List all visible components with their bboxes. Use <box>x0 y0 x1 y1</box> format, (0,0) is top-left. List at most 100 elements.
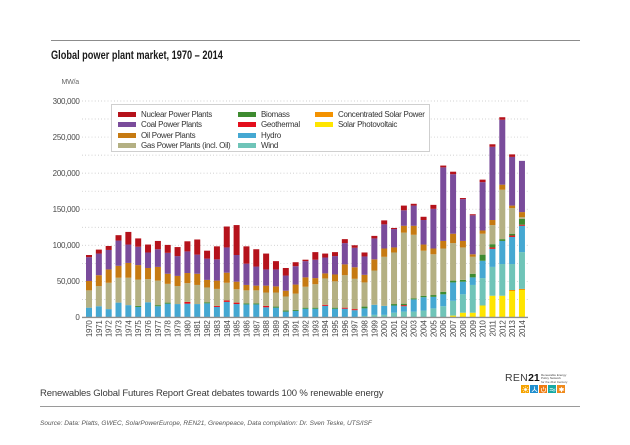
x-tick-label: 2014 <box>518 320 527 337</box>
bar-segment-oil <box>322 273 329 279</box>
bar-segment-biomass <box>253 303 260 305</box>
bar-segment-hydro <box>410 299 417 312</box>
bar-segment-nuclear <box>184 241 191 252</box>
bar-segment-biomass <box>282 310 289 312</box>
bar-segment-gas <box>499 189 506 240</box>
y-tick-label: 300,000 <box>53 97 81 106</box>
bar-segment-gas <box>341 275 348 308</box>
legend-swatch-geothermal <box>238 122 256 127</box>
bar-segment-wind <box>509 264 516 290</box>
x-tick-label: 2010 <box>479 320 488 337</box>
bar-segment-coal <box>135 246 142 266</box>
bar-segment-geothermal <box>213 305 220 307</box>
bar-segment-coal <box>479 182 486 231</box>
sun-icon <box>521 385 529 393</box>
legend-label: Coal Power Plants <box>141 120 202 129</box>
bar-segment-geothermal <box>509 235 516 237</box>
bar-segment-wind <box>518 252 525 289</box>
bar-segment-hydro <box>469 277 476 285</box>
bar-segment-nuclear <box>204 250 211 259</box>
bar-segment-oil <box>213 280 220 289</box>
bar-segment-oil <box>361 274 368 283</box>
bar-segment-coal <box>518 160 525 213</box>
bar-segment-coal <box>115 240 122 266</box>
bar-segment-nuclear <box>489 144 496 147</box>
bar-segment-gas <box>459 247 466 280</box>
bar-segment-coal <box>391 229 398 248</box>
bar-segment-gas <box>322 278 329 305</box>
bar-segment-hydro <box>223 301 230 318</box>
bar-segment-nuclear <box>450 171 457 175</box>
bar-segment-coal <box>95 253 102 276</box>
bar-segment-oil <box>430 248 437 255</box>
x-tick-label: 2001 <box>390 320 399 337</box>
bar-segment-gas <box>164 283 171 303</box>
bar-segment-coal <box>233 255 240 282</box>
bar-segment-gas <box>410 234 417 299</box>
logo-tagline-line: Renewable Energy <box>541 373 567 377</box>
y-tick-label: 50,000 <box>57 277 81 286</box>
legend-item-geothermal: Geothermal <box>238 120 300 130</box>
bar-segment-biomass <box>243 303 250 305</box>
bar-segment-hydro <box>381 305 388 315</box>
bar-segment-hydro <box>489 248 496 267</box>
legend-label: Concentrated Solar Power <box>338 109 425 119</box>
bar-segment-hydro <box>341 308 348 318</box>
bar-segment-coal <box>450 174 457 234</box>
bar-segment-solar-pv <box>489 295 496 318</box>
bar-segment-hydro <box>105 309 112 318</box>
legend-swatch-biomass <box>238 111 256 117</box>
legend-item-nuclear: Nuclear Power Plants <box>118 109 212 119</box>
bar-segment-hydro <box>499 240 506 265</box>
legend-swatch-oil <box>118 132 136 138</box>
bar-segment-oil <box>410 225 417 235</box>
bar-segment-oil <box>459 240 466 248</box>
bar-segment-coal <box>381 224 388 249</box>
bar-segment-biomass <box>332 307 338 309</box>
bar-segment-gas <box>184 283 191 302</box>
bar-segment-hydro <box>272 307 279 318</box>
bar-segment-coal <box>282 275 289 291</box>
chart-title: Global power plant market, 1970 – 2014 <box>51 50 223 62</box>
bar-segment-oil <box>400 225 407 233</box>
bar-segment-geothermal <box>341 307 348 309</box>
bar-segment-hydro <box>322 305 329 318</box>
legend-swatch-hydro <box>238 132 256 138</box>
ren21-logo: REN21 Renewable Energy Policy Network fo… <box>505 373 581 395</box>
bar-segment-nuclear <box>282 267 289 276</box>
bar-segment-gas <box>479 233 486 255</box>
legend-item-coal: Coal Power Plants <box>118 120 202 130</box>
bar-segment-biomass <box>430 295 437 297</box>
bar-segment-gas <box>351 278 358 310</box>
bar-segment-gas <box>282 296 289 311</box>
bar-segment-oil <box>420 244 427 251</box>
x-tick-label: 1973 <box>115 320 124 337</box>
bar-segment-coal <box>440 167 447 241</box>
bar-segment-hydro <box>184 303 191 318</box>
bar-segment-oil <box>518 212 525 218</box>
bar-segment-hydro <box>263 307 270 318</box>
bar-segment-nuclear <box>213 246 220 260</box>
x-tick-label: 1978 <box>164 320 173 337</box>
bar-segment-biomass <box>479 254 486 261</box>
logo-wordmark: REN21 <box>505 373 540 384</box>
bar-segment-oil <box>282 290 289 297</box>
bar-segment-coal <box>302 261 309 278</box>
bar-segment-hydro <box>125 305 132 318</box>
x-tick-label: 2008 <box>459 320 468 337</box>
bar-segment-gas <box>332 281 338 308</box>
bar-segment-hydro <box>164 303 171 318</box>
bar-segment-gas <box>450 243 457 281</box>
bar-segment-wind <box>469 284 476 313</box>
wind-turbine-icon <box>530 385 538 393</box>
bar-segment-oil <box>263 285 270 293</box>
bar-segment-coal <box>154 249 161 267</box>
x-tick-label: 2013 <box>508 320 517 337</box>
x-tick-label: 1977 <box>154 320 163 337</box>
bar-segment-hydro <box>450 282 457 301</box>
x-tick-label: 2004 <box>420 320 429 337</box>
bar-segment-oil <box>312 278 319 285</box>
bar-segment-geothermal <box>233 302 240 305</box>
bar-segment-gas <box>174 286 181 305</box>
bar-segment-biomass <box>302 307 309 309</box>
